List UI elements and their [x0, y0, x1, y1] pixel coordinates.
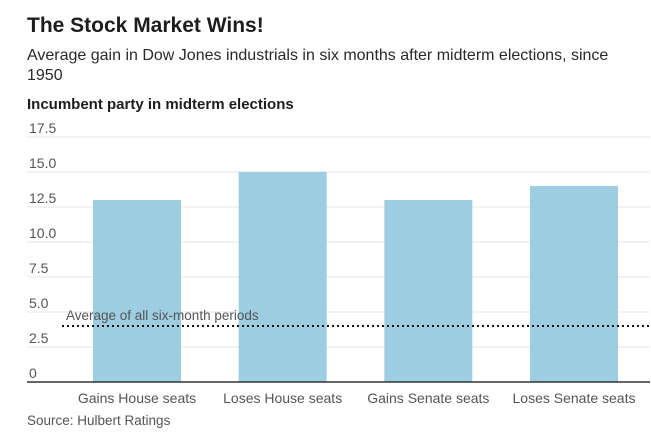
- legend-heading: Incumbent party in midterm elections: [27, 96, 294, 113]
- source-note: Source: Hulbert Ratings: [27, 413, 171, 428]
- y-tick-label: 0: [29, 365, 37, 381]
- bars: [93, 172, 618, 382]
- bar: [530, 186, 618, 382]
- x-tick-label: Gains Senate seats: [367, 390, 489, 406]
- y-tick-label: 2.5: [29, 330, 49, 346]
- x-axis-ticks: Gains House seats Loses House seats Gains …: [78, 390, 636, 406]
- bar: [93, 200, 181, 382]
- bar: [384, 200, 473, 382]
- y-tick-label: 10.0: [29, 225, 56, 241]
- reference-line-label: Average of all six-month periods: [66, 308, 259, 323]
- y-tick-label: 7.5: [29, 260, 49, 276]
- y-tick-label: 12.5: [29, 190, 56, 206]
- reference-line-group: Average of all six-month periods: [62, 308, 650, 327]
- y-tick-label: 5.0: [29, 295, 49, 311]
- bar: [238, 172, 327, 382]
- y-tick-label: 17.5: [29, 120, 56, 136]
- y-tick-label: 15.0: [29, 155, 56, 171]
- chart-subtitle: Average gain in Dow Jones industrials in…: [27, 47, 609, 84]
- x-tick-label: Loses House seats: [223, 390, 342, 406]
- chart-title: The Stock Market Wins!: [27, 14, 264, 37]
- x-tick-label: Gains House seats: [78, 390, 196, 406]
- y-axis-ticks: 0 2.5 5.0 7.5 10.0 12.5 15.0 17.5: [29, 120, 56, 381]
- x-tick-label: Loses Senate seats: [513, 390, 636, 406]
